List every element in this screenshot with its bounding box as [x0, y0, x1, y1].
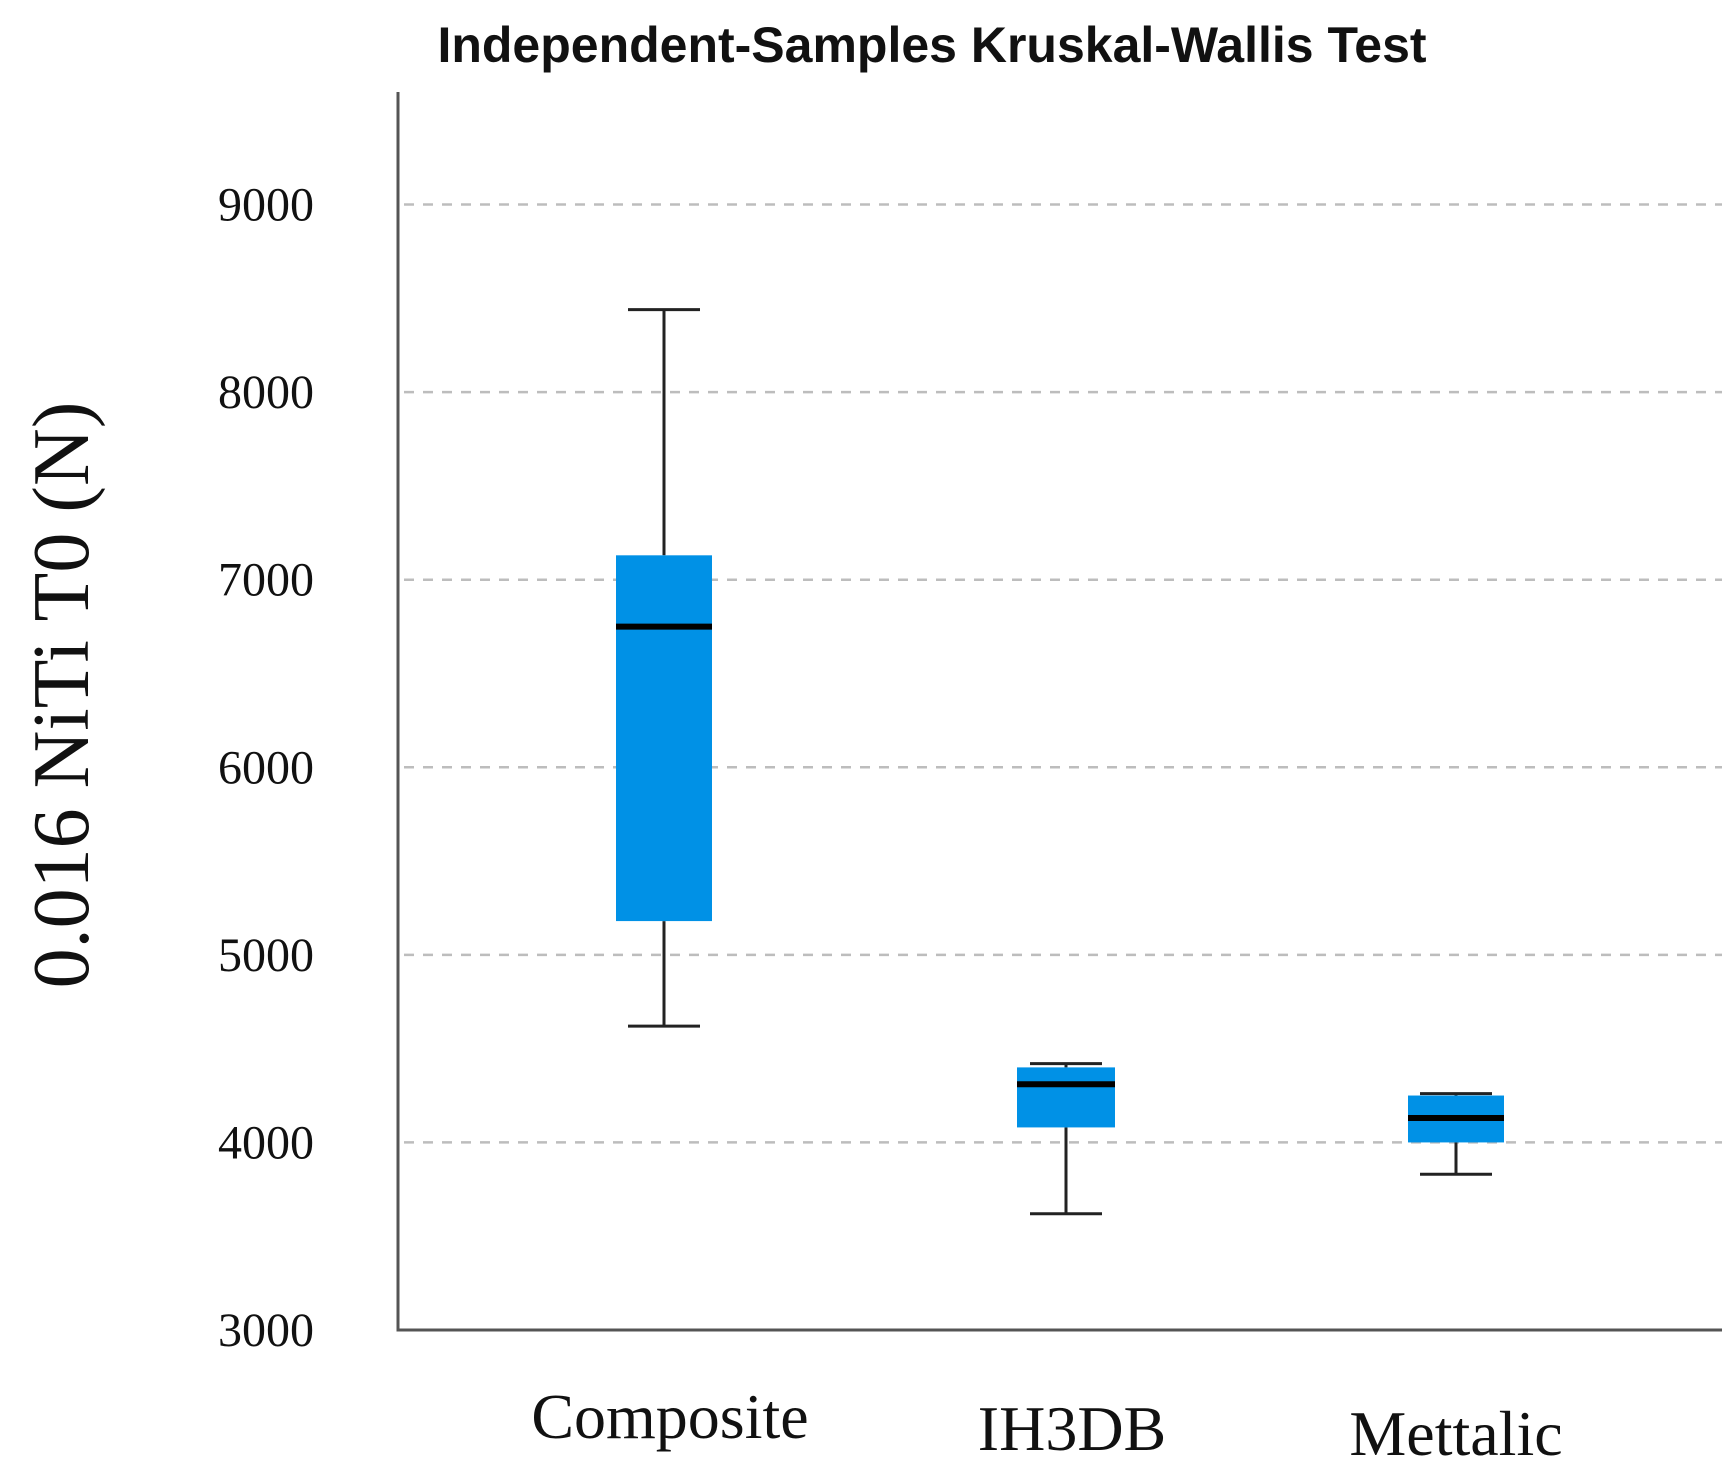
box-composite: [616, 308, 712, 1028]
y-tick-7000: 7000: [218, 554, 314, 607]
chart-title: Independent-Samples Kruskal-Wallis Test: [437, 17, 1426, 73]
y-tick-labels: 9000 8000 7000 6000 5000 4000 3000: [218, 179, 314, 1357]
grid-lines: [404, 203, 1722, 1144]
boxes: [616, 308, 1504, 1216]
y-tick-5000: 5000: [218, 929, 314, 982]
iqr-box: [1017, 1067, 1115, 1128]
box-ih3db: [1017, 1062, 1115, 1216]
y-tick-6000: 6000: [218, 741, 314, 794]
y-tick-3000: 3000: [218, 1304, 314, 1357]
y-tick-8000: 8000: [218, 366, 314, 419]
iqr-box: [616, 555, 712, 922]
x-tick-labels: Composite IH3DB Mettalic: [531, 1381, 1562, 1469]
x-tick-ih3db: IH3DB: [978, 1393, 1166, 1464]
axes: [396, 92, 1722, 1332]
x-tick-composite: Composite: [531, 1381, 808, 1452]
x-tick-mettalic: Mettalic: [1349, 1398, 1562, 1469]
y-axis-label: 0.016 NiTi T0 (N): [18, 402, 106, 989]
y-tick-4000: 4000: [218, 1116, 314, 1169]
box-mettalic: [1408, 1092, 1504, 1176]
y-tick-9000: 9000: [218, 179, 314, 232]
